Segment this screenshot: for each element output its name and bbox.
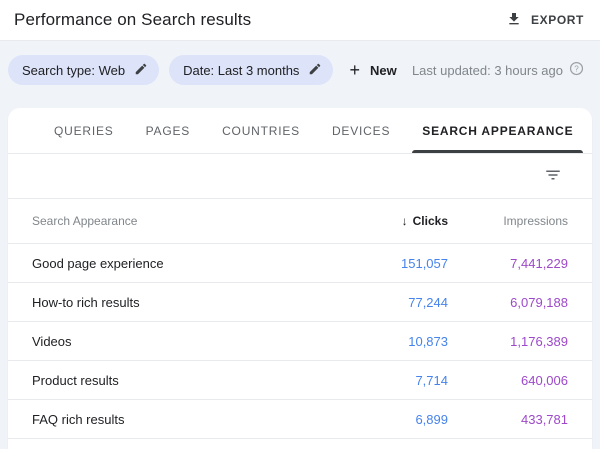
last-updated-status: Last updated: 3 hours ago ? (412, 61, 584, 79)
table-row[interactable]: Videos 10,873 1,176,389 (8, 322, 592, 361)
tab-pages-label: PAGES (145, 123, 191, 138)
table-row[interactable]: FAQ rich results 6,899 433,781 (8, 400, 592, 439)
table-row[interactable]: Product results 7,714 640,006 (8, 361, 592, 400)
new-filter-label: New (369, 62, 397, 78)
edit-pencil-icon[interactable] (308, 62, 322, 79)
filter-chips-row: Search type: Web Date: Last 3 months + N… (0, 41, 600, 85)
tab-devices[interactable]: DEVICES (322, 108, 400, 153)
filter-list-icon (544, 166, 562, 187)
table-row[interactable]: How-to rich results 77,244 6,079,188 (8, 283, 592, 322)
row-impressions-value: 640,006 (521, 372, 568, 388)
svg-text:?: ? (574, 64, 579, 73)
help-circle-icon[interactable]: ? (569, 61, 584, 79)
tab-search-appearance-label: SEARCH APPEARANCE (422, 123, 574, 138)
chip-search-type-label: Search type: Web (22, 62, 126, 78)
row-impressions-value: 433,781 (521, 411, 568, 427)
tab-countries-label: COUNTRIES (222, 123, 300, 138)
tab-countries[interactable]: COUNTRIES (212, 108, 310, 153)
column-header-dimension[interactable]: Search Appearance (32, 214, 138, 228)
filter-list-button[interactable] (544, 166, 562, 187)
export-label: EXPORT (531, 13, 584, 27)
tab-queries-label: QUERIES (54, 123, 114, 138)
tab-queries[interactable]: QUERIES (44, 108, 124, 153)
row-impressions-value: 6,079,188 (510, 294, 568, 310)
plus-icon: + (349, 60, 360, 80)
table-toolbar (8, 154, 592, 199)
last-updated-text: Last updated: 3 hours ago (411, 62, 563, 78)
row-impressions-value: 1,176,389 (510, 333, 568, 349)
top-bar: Performance on Search results EXPORT (0, 0, 600, 41)
table-header-row: Search Appearance ↓ Clicks Impressions (8, 199, 592, 244)
chip-date-range-label: Date: Last 3 months (183, 62, 300, 78)
row-clicks-value: 151,057 (401, 255, 448, 271)
tab-dates[interactable]: DATES (595, 108, 600, 153)
export-button[interactable]: EXPORT (506, 11, 584, 30)
row-dimension-value: FAQ rich results (32, 411, 125, 427)
column-header-clicks[interactable]: ↓ Clicks (402, 214, 448, 228)
row-dimension-value: How-to rich results (32, 294, 140, 310)
content-area: Search type: Web Date: Last 3 months + N… (0, 41, 600, 449)
report-card: QUERIES PAGES COUNTRIES DEVICES SEARCH A… (8, 108, 592, 449)
chip-date-range[interactable]: Date: Last 3 months (169, 55, 334, 85)
row-dimension-value: Videos (32, 333, 72, 349)
edit-pencil-icon[interactable] (134, 62, 148, 79)
row-dimension-value: Product results (32, 372, 119, 388)
row-clicks-value: 10,873 (408, 333, 448, 349)
row-dimension-value: Good page experience (32, 255, 164, 271)
tab-devices-label: DEVICES (331, 123, 391, 138)
page-title: Performance on Search results (14, 10, 252, 29)
new-filter-button[interactable]: + New (349, 61, 396, 79)
download-icon (506, 11, 522, 30)
tab-search-appearance[interactable]: SEARCH APPEARANCE (412, 108, 584, 153)
column-header-clicks-label: Clicks (412, 214, 448, 228)
dimension-tabs: QUERIES PAGES COUNTRIES DEVICES SEARCH A… (8, 108, 592, 154)
row-clicks-value: 6,899 (415, 411, 448, 427)
row-impressions-value: 7,441,229 (510, 255, 568, 271)
tab-pages[interactable]: PAGES (136, 108, 200, 153)
table-row[interactable]: Good page experience 151,057 7,441,229 (8, 244, 592, 283)
row-clicks-value: 7,714 (415, 372, 448, 388)
chip-search-type[interactable]: Search type: Web (8, 55, 160, 85)
sort-descending-icon: ↓ (401, 214, 408, 228)
row-clicks-value: 77,244 (408, 294, 448, 310)
column-header-impressions[interactable]: Impressions (503, 214, 568, 228)
